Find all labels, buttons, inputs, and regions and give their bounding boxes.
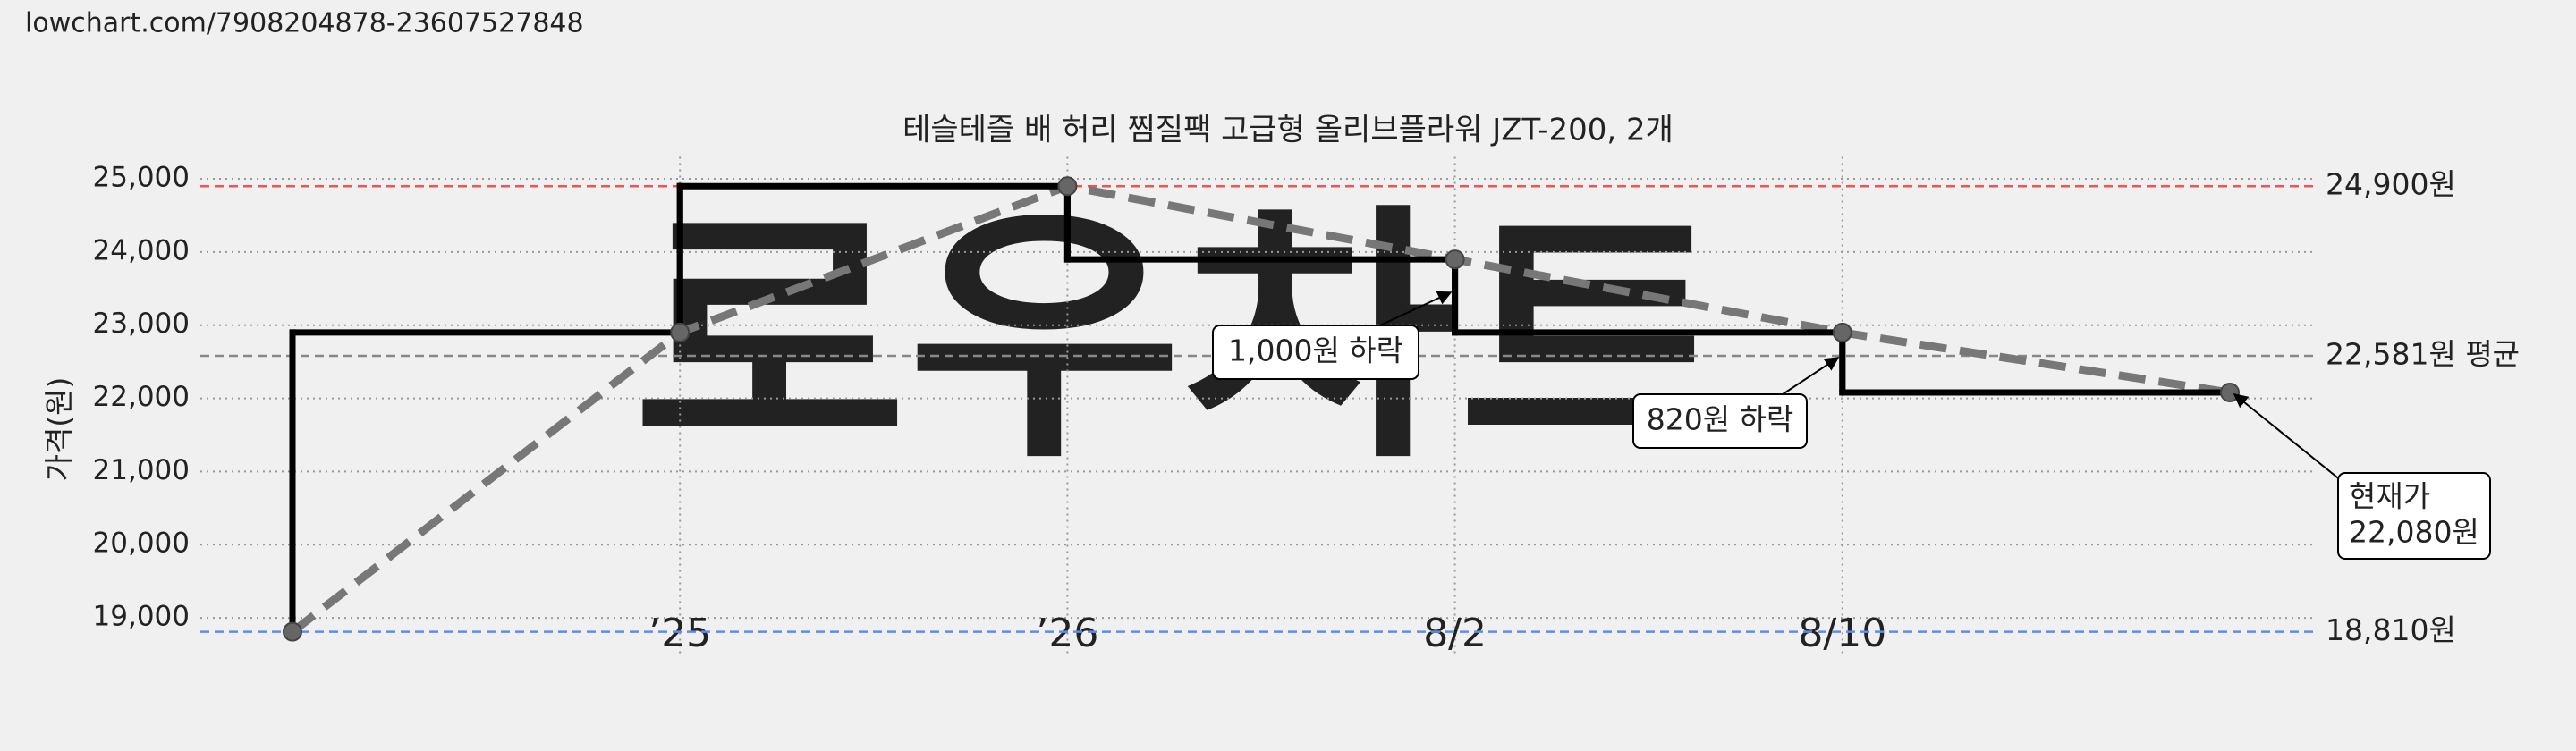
annotation-arrow xyxy=(1782,357,1840,395)
annotation-box xyxy=(1212,325,1419,380)
y-tick-label: 24,000 xyxy=(93,234,190,266)
x-tick-label: ’26 xyxy=(1036,611,1098,656)
point xyxy=(1057,176,1078,197)
x-tick-label: ’25 xyxy=(648,611,711,656)
reference-label: 22,581원 평균 xyxy=(2326,337,2520,372)
y-tick-label: 23,000 xyxy=(93,308,190,340)
watermark: 로우차트 xyxy=(632,182,1733,494)
annotation-arrow xyxy=(2233,392,2343,482)
x-tick-label: 8/2 xyxy=(1423,611,1487,656)
annotation-box xyxy=(1632,393,1808,449)
reference-label: 24,900원 xyxy=(2326,167,2456,202)
y-tick-label: 22,000 xyxy=(93,381,190,413)
url: lowchart.com/7908204878-23607527848 xyxy=(25,8,584,39)
trend-line xyxy=(290,181,2231,636)
annotation-text: 1,000원 하락 xyxy=(1228,333,1403,368)
point xyxy=(283,621,302,642)
reference-label: 18,810원 xyxy=(2326,612,2456,647)
point xyxy=(1445,249,1465,270)
y-tick-label: 19,000 xyxy=(93,601,190,633)
chart-title: 테슬테즐 배 허리 찜질팩 고급형 올리브플라워 JZT-200, 2개 xyxy=(902,113,1674,148)
annotation-arrow xyxy=(1379,291,1453,326)
annotation-text: 22,080원 xyxy=(2349,515,2479,550)
point xyxy=(2220,383,2240,403)
point xyxy=(1832,322,1852,342)
x-tick-label: 8/10 xyxy=(1798,611,1886,656)
y-tick-label: 20,000 xyxy=(93,527,190,560)
y-tick-label: 21,000 xyxy=(93,454,190,486)
y-axis-label: 가격(원) xyxy=(42,377,77,482)
annotation-text: 현재가 xyxy=(2349,479,2430,514)
y-tick-label: 25,000 xyxy=(93,162,190,194)
annotation-box xyxy=(2337,472,2491,560)
annotation-text: 820원 하락 xyxy=(1647,402,1794,437)
point xyxy=(670,322,691,342)
